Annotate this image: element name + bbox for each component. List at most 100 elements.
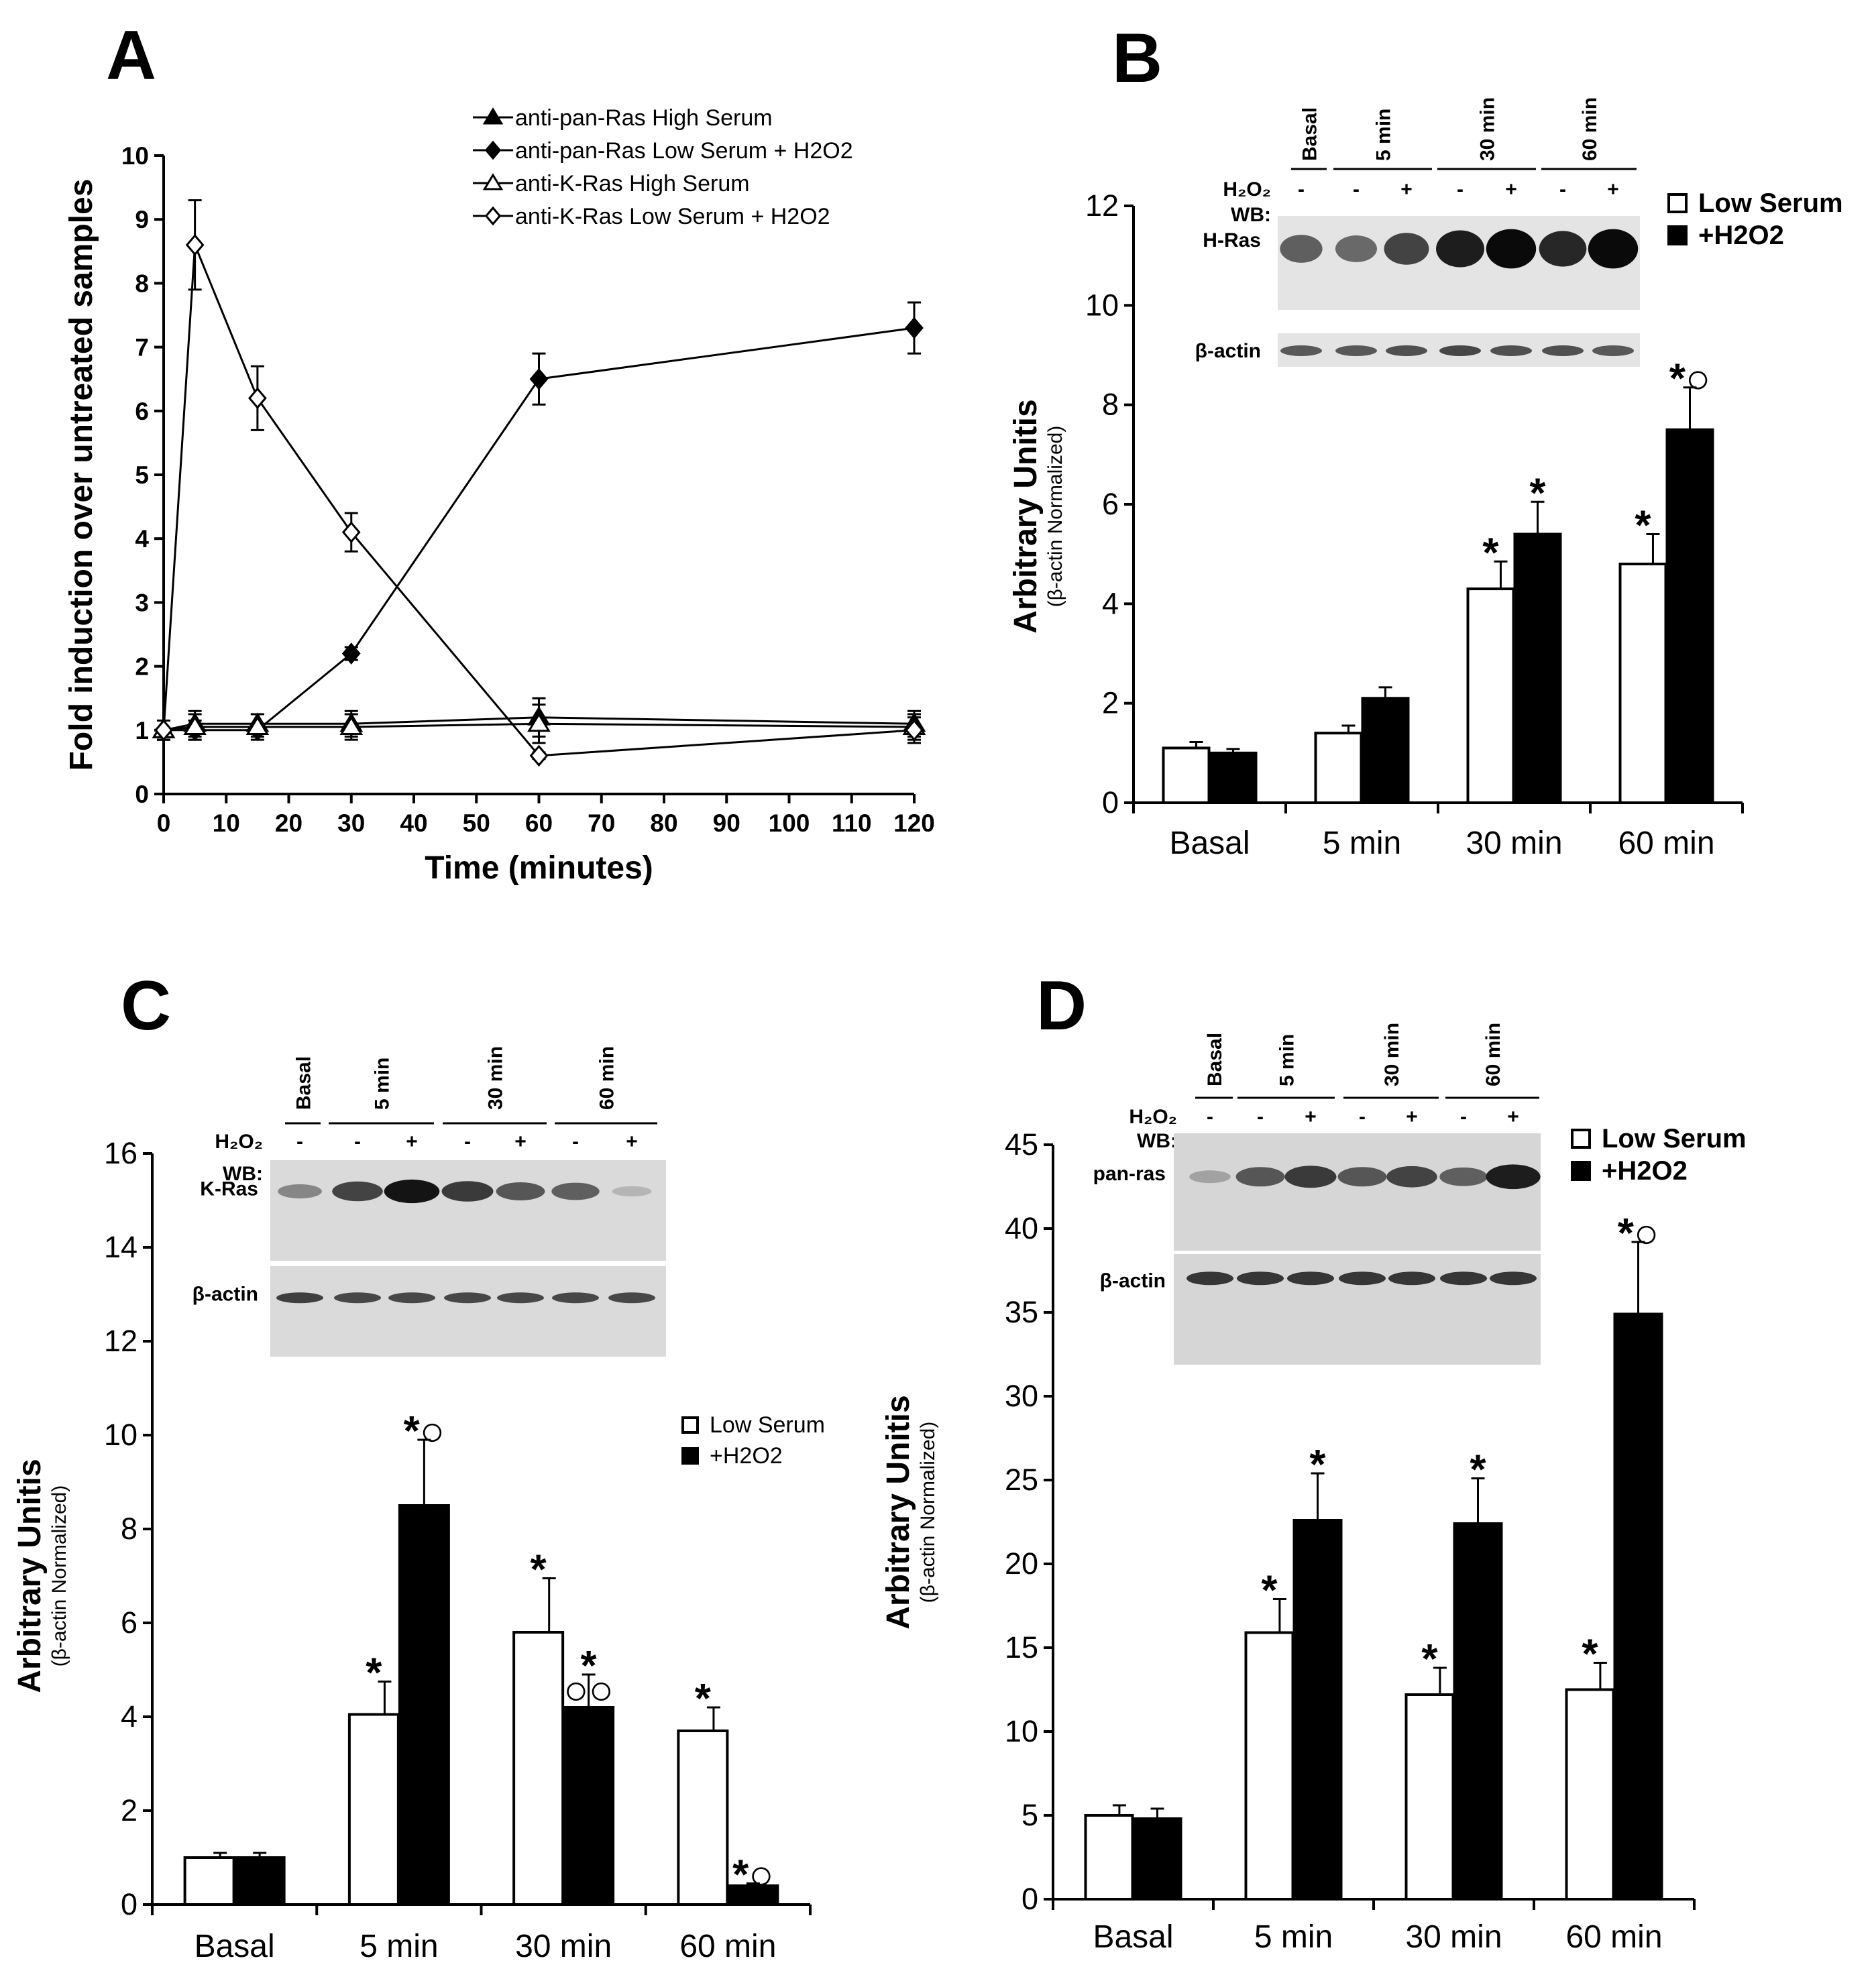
protein-band	[1539, 231, 1587, 267]
treatment-label: H₂O₂	[1129, 1106, 1177, 1128]
panel-b: B 0 2 4 6 8 10 12 Basal 5 min 30 min 60 min Arbitrar…	[1008, 19, 1843, 861]
data-point	[248, 387, 267, 410]
treatment-label: H₂O₂	[215, 1131, 263, 1153]
significance-mark: *	[1470, 1447, 1486, 1493]
treatment-sign: -	[1207, 1106, 1213, 1128]
y-tick-label: 12	[1085, 188, 1119, 223]
treatment-sign: -	[464, 1131, 471, 1153]
treatment-sign: -	[296, 1131, 303, 1153]
protein-band	[1384, 233, 1429, 265]
treatment-sign: -	[1559, 178, 1566, 201]
protein-label: H-Ras	[1203, 229, 1261, 251]
protein-band	[1337, 1167, 1387, 1187]
x-tick-label: 30 min	[1466, 826, 1562, 861]
annotations: **○**○○ **○	[366, 1408, 773, 1899]
y-tick-label: 40	[1005, 1211, 1038, 1245]
blot-insert: Basal 5 min 30 min 60 min H₂O₂ - - + - + - + WB:K-Ra…	[192, 1046, 666, 1357]
loading-band	[1439, 345, 1481, 356]
protein-label: K-Ras	[200, 1178, 258, 1200]
treatment-sign: -	[1257, 1106, 1264, 1128]
series-low-serum	[1162, 533, 1667, 804]
significance-mark: *	[1482, 530, 1499, 576]
legend-label: anti-pan-Ras High Serum	[515, 105, 773, 131]
legend-label: Low Serum	[1698, 188, 1843, 218]
bar	[1404, 1693, 1455, 1901]
blot-insert: Basal 5 min 30 min 60 min H₂O₂ - - + - + - + WB: pan-…	[1093, 1023, 1541, 1365]
x-tick-label: 80	[650, 809, 677, 837]
significance-mark: *	[531, 1547, 547, 1593]
legend-swatch	[1571, 1129, 1591, 1149]
bar	[1665, 428, 1714, 804]
y-tick-label: 10	[1005, 1714, 1038, 1748]
significance-mark: *	[366, 1650, 382, 1697]
loading-band	[276, 1292, 323, 1304]
protein-band	[1284, 1166, 1337, 1188]
x-tick-label: 110	[832, 809, 872, 837]
protein-band	[1189, 1170, 1231, 1184]
time-label: 60 min	[596, 1046, 618, 1110]
loading-label: β-actin	[192, 1283, 258, 1305]
x-tick-label: 30 min	[1405, 1919, 1502, 1955]
loading-band	[1187, 1271, 1233, 1286]
y-tick-label: 15	[1005, 1630, 1038, 1664]
legend: anti-pan-Ras High Serum anti-pan-Ras Low …	[473, 105, 853, 229]
time-label: 5 min	[1373, 109, 1395, 161]
y-tick-label: 35	[1005, 1295, 1038, 1329]
loading-band	[1335, 345, 1377, 356]
bar	[1565, 1688, 1615, 1901]
bar	[1613, 1312, 1663, 1901]
time-label: 5 min	[372, 1058, 394, 1110]
time-label: Basal	[1299, 107, 1321, 161]
series-h2o2	[1132, 1241, 1663, 1901]
bar	[1453, 1522, 1503, 1901]
bar	[1209, 751, 1258, 805]
protein-band	[612, 1186, 652, 1197]
significance-mark: *○	[1618, 1210, 1659, 1257]
bar	[1466, 587, 1515, 804]
loading-band	[1237, 1271, 1284, 1286]
bar	[512, 1631, 565, 1906]
legend-marker	[484, 140, 502, 160]
protein-band	[1486, 1164, 1541, 1190]
loading-band	[334, 1292, 381, 1304]
loading-band	[497, 1292, 544, 1304]
time-label: Basal	[293, 1056, 315, 1110]
wb-label: WB:	[1137, 1130, 1177, 1152]
y-tick-label: 6	[121, 1605, 137, 1640]
y-tick-label: 3	[135, 589, 149, 616]
significance-mark: *	[1309, 1442, 1326, 1488]
bar	[1513, 532, 1562, 804]
panel-letter: A	[106, 17, 156, 95]
y-axis-label: Arbitrary Unitis	[12, 1459, 48, 1693]
panel-letter: D	[1036, 967, 1087, 1045]
y-axis-sublabel: (β-actin Normalized)	[917, 1422, 939, 1603]
protein-blot-membrane	[1174, 1133, 1541, 1251]
x-tick-label: 100	[769, 809, 810, 837]
legend-marker	[482, 107, 504, 125]
protein-band	[1335, 235, 1377, 262]
y-tick-label: 1	[135, 717, 149, 744]
y-tick-label: 10	[104, 1418, 137, 1452]
bar	[1084, 1814, 1134, 1901]
y-tick-label: 0	[135, 781, 149, 808]
bar	[1162, 746, 1211, 804]
legend-label: anti-pan-Ras Low Serum + H2O2	[515, 138, 853, 164]
y-tick-label: 2	[135, 653, 149, 681]
panel-letter: C	[121, 967, 171, 1045]
loading-band	[1490, 345, 1532, 356]
loading-blot-membrane	[270, 1266, 666, 1357]
treatment-sign: +	[1607, 178, 1619, 201]
bar	[1314, 732, 1363, 804]
loading-band	[1592, 345, 1634, 356]
data-point	[529, 367, 549, 390]
y-tick-label: 9	[135, 206, 149, 233]
loading-band	[388, 1292, 435, 1304]
treatment-sign: +	[1505, 178, 1517, 201]
legend-label: Low Serum	[710, 1412, 825, 1438]
protein-band	[384, 1179, 440, 1204]
significance-mark: *○	[732, 1852, 774, 1899]
series-h2o2	[1209, 386, 1714, 805]
significance-mark: *	[581, 1643, 598, 1689]
treatment-sign: +	[406, 1131, 418, 1153]
